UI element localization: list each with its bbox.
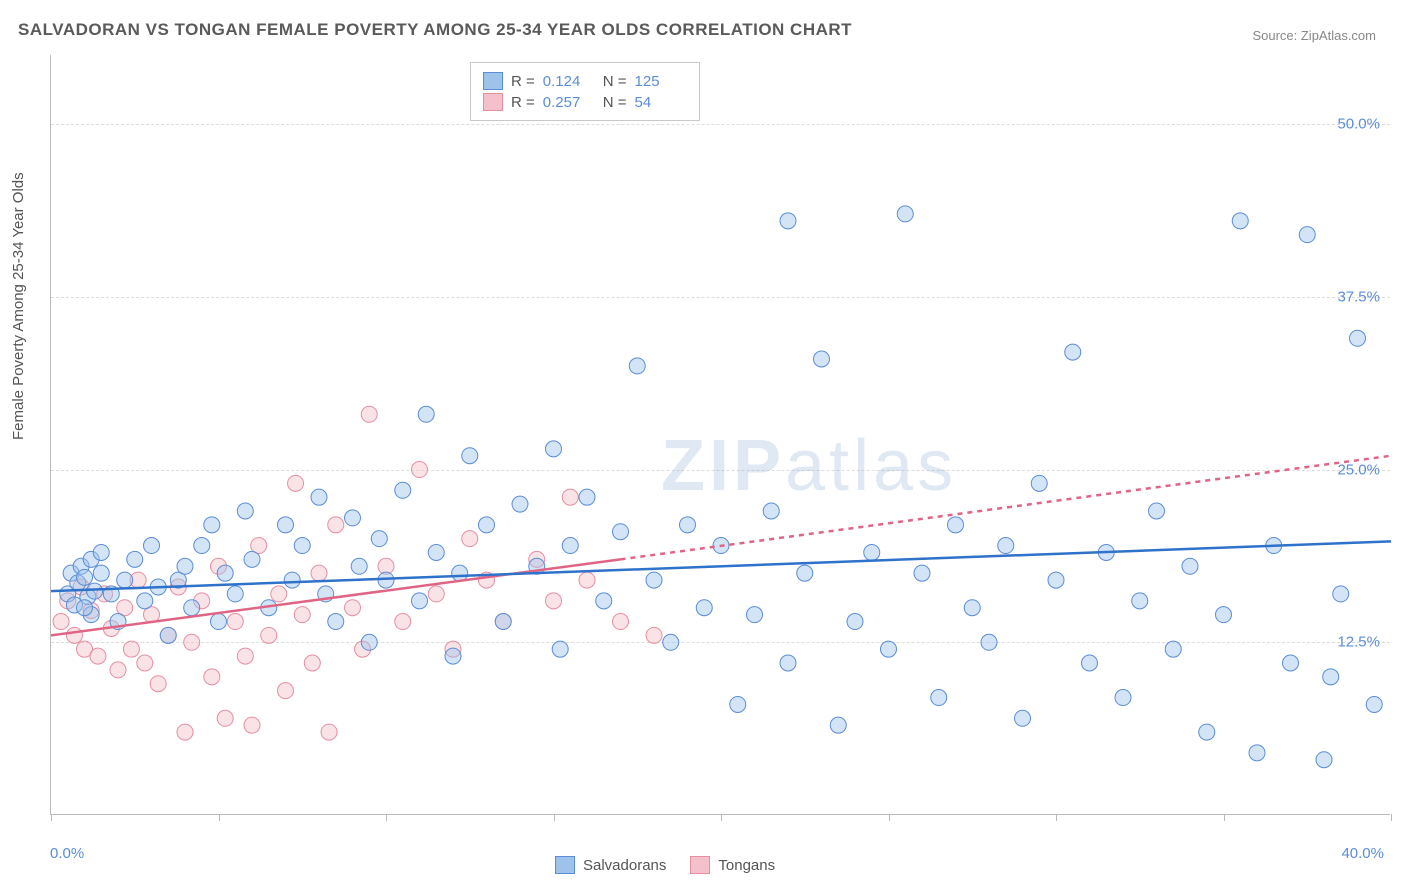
r-label: R = <box>511 94 535 111</box>
swatch-tongans <box>483 93 503 111</box>
scatter-points <box>51 55 1391 815</box>
watermark: ZIPatlas <box>661 425 957 507</box>
swatch-salvadorans <box>483 72 503 90</box>
chart-title: SALVADORAN VS TONGAN FEMALE POVERTY AMON… <box>18 20 852 40</box>
swatch-tongans <box>690 856 710 874</box>
r-label: R = <box>511 73 535 90</box>
x-axis-min-label: 0.0% <box>50 845 84 862</box>
legend-item-tongans: Tongans <box>690 856 775 874</box>
y-tick-label: 50.0% <box>1337 116 1380 133</box>
x-axis-max-label: 40.0% <box>1341 845 1384 862</box>
legend-row-tongans: R = 0.257 N = 54 <box>483 93 687 111</box>
n-label: N = <box>603 94 627 111</box>
legend-stats: R = 0.124 N = 125 R = 0.257 N = 54 <box>470 62 700 121</box>
y-tick-label: 12.5% <box>1337 634 1380 651</box>
source-name: ZipAtlas.com <box>1301 28 1376 43</box>
series-label-tongans: Tongans <box>718 857 775 874</box>
watermark-light: atlas <box>785 426 957 506</box>
series-label-salvadorans: Salvadorans <box>583 857 666 874</box>
swatch-salvadorans <box>555 856 575 874</box>
n-value-salvadorans: 125 <box>635 73 687 90</box>
n-label: N = <box>603 73 627 90</box>
legend-series: Salvadorans Tongans <box>555 856 775 874</box>
y-tick-label: 25.0% <box>1337 461 1380 478</box>
plot-area: 12.5% 25.0% 37.5% 50.0% ZIPatlas <box>50 55 1390 815</box>
watermark-bold: ZIP <box>661 426 785 506</box>
r-value-tongans: 0.257 <box>543 94 595 111</box>
y-tick-label: 37.5% <box>1337 288 1380 305</box>
trend-lines <box>51 55 1391 815</box>
y-axis-title: Female Poverty Among 25-34 Year Olds <box>10 172 27 440</box>
source-prefix: Source: <box>1252 28 1300 43</box>
r-value-salvadorans: 0.124 <box>543 73 595 90</box>
source-attribution: Source: ZipAtlas.com <box>1252 28 1376 43</box>
legend-item-salvadorans: Salvadorans <box>555 856 666 874</box>
legend-row-salvadorans: R = 0.124 N = 125 <box>483 72 687 90</box>
n-value-tongans: 54 <box>635 94 687 111</box>
